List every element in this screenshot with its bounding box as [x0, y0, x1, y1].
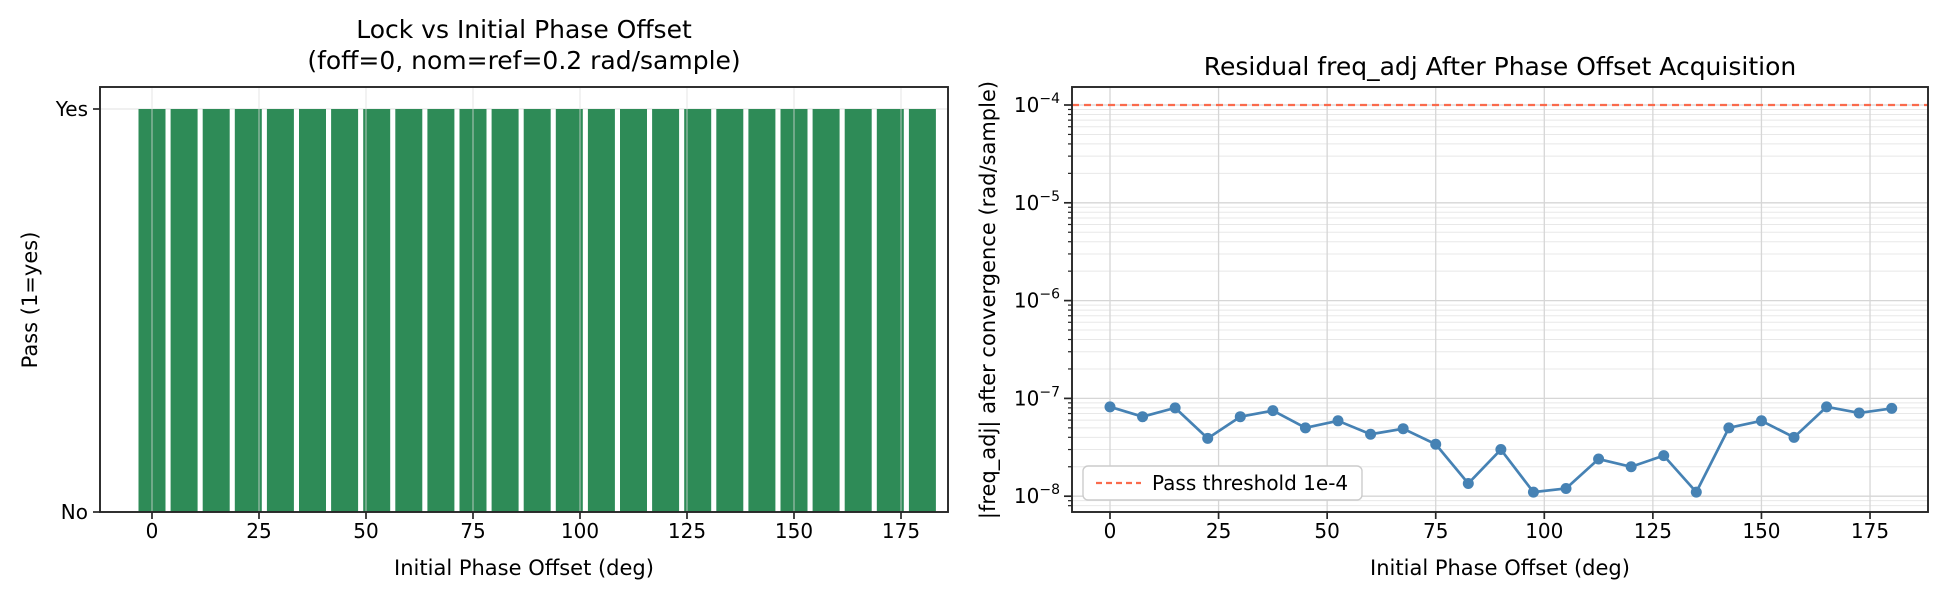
bar — [748, 109, 776, 512]
x-tick-label: 150 — [775, 519, 813, 543]
x-tick-label: 50 — [353, 519, 378, 543]
data-point — [1104, 401, 1116, 413]
data-point — [1755, 415, 1767, 427]
data-point — [1593, 453, 1605, 465]
bar — [170, 109, 198, 512]
legend: Pass threshold 1e-4 — [1082, 465, 1363, 501]
data-point — [1299, 422, 1311, 434]
bar — [299, 109, 326, 512]
right-plot-ylabel: |freq_adj| after convergence (rad/sample… — [976, 80, 1000, 520]
data-point — [1495, 444, 1507, 456]
x-tick-label: 25 — [1206, 519, 1231, 543]
data-point — [1723, 422, 1735, 434]
data-point — [1886, 402, 1898, 414]
data-point — [1332, 415, 1344, 427]
bar — [684, 109, 712, 512]
data-point — [1821, 401, 1833, 413]
bar — [363, 109, 391, 512]
left-plot-title-line2: (foff=0, nom=ref=0.2 rad/sample) — [307, 46, 741, 75]
x-tick-label: 25 — [246, 519, 271, 543]
bar — [876, 109, 904, 512]
data-point — [1430, 438, 1442, 450]
right-plot: 0 25 50 75 100 125 150 175 10−4 10−5 10−6 10−7 10−8 P… — [1014, 86, 1929, 543]
left-plot-ylabel: Pass (1=yes) — [18, 231, 42, 369]
y-tick-label: 10−4 — [1014, 91, 1060, 117]
x-tick-label: 150 — [1742, 519, 1780, 543]
bar — [812, 109, 840, 512]
bar — [266, 109, 294, 512]
x-tick-label: 125 — [1634, 519, 1672, 543]
bar — [908, 109, 936, 512]
bar — [427, 109, 455, 512]
x-tick-label: 75 — [460, 519, 485, 543]
left-plot-title-line1: Lock vs Initial Phase Offset — [356, 15, 692, 44]
bar — [620, 109, 647, 512]
plot-spines — [99, 86, 949, 513]
x-tick-label: 175 — [882, 519, 920, 543]
y-tick-label: No — [61, 500, 88, 524]
data-point — [1690, 486, 1702, 498]
y-tick-label: 10−7 — [1014, 384, 1060, 410]
x-tick-label: 100 — [561, 519, 599, 543]
bar — [202, 109, 230, 512]
y-tick-label: Yes — [55, 97, 88, 121]
left-plot-xlabel: Initial Phase Offset (deg) — [394, 556, 654, 580]
x-tick-label: 75 — [1423, 519, 1448, 543]
data-point — [1202, 432, 1214, 444]
bar — [555, 109, 583, 512]
bars-group — [138, 109, 936, 512]
x-tick-label: 0 — [1104, 519, 1117, 543]
y-tick-label: 10−6 — [1014, 287, 1060, 313]
bar — [844, 109, 872, 512]
bar — [716, 109, 744, 512]
right-plot-xlabel: Initial Phase Offset (deg) — [1370, 556, 1630, 580]
data-point — [1234, 411, 1246, 423]
data-point — [1397, 423, 1409, 435]
right-plot-title: Residual freq_adj After Phase Offset Acq… — [1203, 52, 1797, 81]
y-tick-label: 10−8 — [1014, 482, 1060, 508]
x-tick-label: 0 — [146, 519, 159, 543]
bar — [395, 109, 423, 512]
bar — [652, 109, 680, 512]
data-point — [1853, 407, 1865, 419]
x-tick-label: 175 — [1851, 519, 1889, 543]
bar — [491, 109, 519, 512]
data-point — [1169, 402, 1181, 414]
y-tick-label: 10−5 — [1014, 189, 1060, 215]
bar — [587, 109, 615, 512]
legend-label: Pass threshold 1e-4 — [1152, 471, 1348, 495]
data-point — [1137, 411, 1149, 423]
data-point — [1658, 450, 1670, 462]
data-point — [1527, 486, 1539, 498]
x-tick-label: 125 — [668, 519, 706, 543]
plot-spines — [1071, 86, 1929, 513]
data-point — [1365, 428, 1377, 440]
data-point — [1267, 405, 1279, 417]
legend-box — [1082, 465, 1363, 501]
data-points-group — [1104, 401, 1898, 498]
bar — [234, 109, 262, 512]
x-tick-label: 100 — [1525, 519, 1563, 543]
bar — [331, 109, 359, 512]
left-plot: 0 25 50 75 100 125 150 175 No Yes — [55, 86, 949, 543]
data-point — [1625, 461, 1637, 473]
data-point — [1462, 477, 1474, 489]
data-point — [1788, 431, 1800, 443]
data-point — [1560, 482, 1572, 494]
bar — [523, 109, 551, 512]
x-tick-label: 50 — [1314, 519, 1339, 543]
